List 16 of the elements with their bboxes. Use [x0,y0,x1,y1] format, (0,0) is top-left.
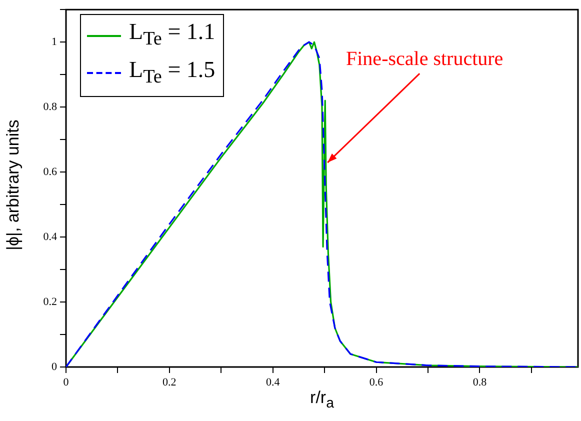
x-axis-title: r/r$_{a}$ [309,388,335,412]
annotation: Fine-scale structure [346,48,504,70]
y-tick-label: 1 [52,36,57,48]
x-tick-label: 0 [63,376,70,388]
legend-label: L$_{Te}$ = 1.5 [129,56,216,90]
y-tick-label: 0.6 [43,166,58,178]
x-tick-label: 0.4 [266,376,280,388]
y-tick-label: 0.2 [43,296,57,308]
y-tick-label: 0.8 [43,100,58,113]
x-tick-label: 0.2 [162,376,176,388]
x-tick-label: 0.8 [472,376,488,388]
y-axis-title: |ϕ|, arbitrary units [3,120,23,250]
y-tick-label: 0 [52,360,58,373]
y-tick-label: 0.4 [43,230,58,243]
legend-label: L$_{Te}$ = 1.1 [129,18,216,52]
x-tick-label: 0.6 [369,376,384,388]
